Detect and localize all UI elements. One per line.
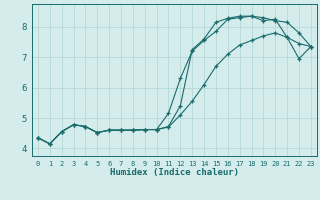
X-axis label: Humidex (Indice chaleur): Humidex (Indice chaleur) <box>110 168 239 177</box>
